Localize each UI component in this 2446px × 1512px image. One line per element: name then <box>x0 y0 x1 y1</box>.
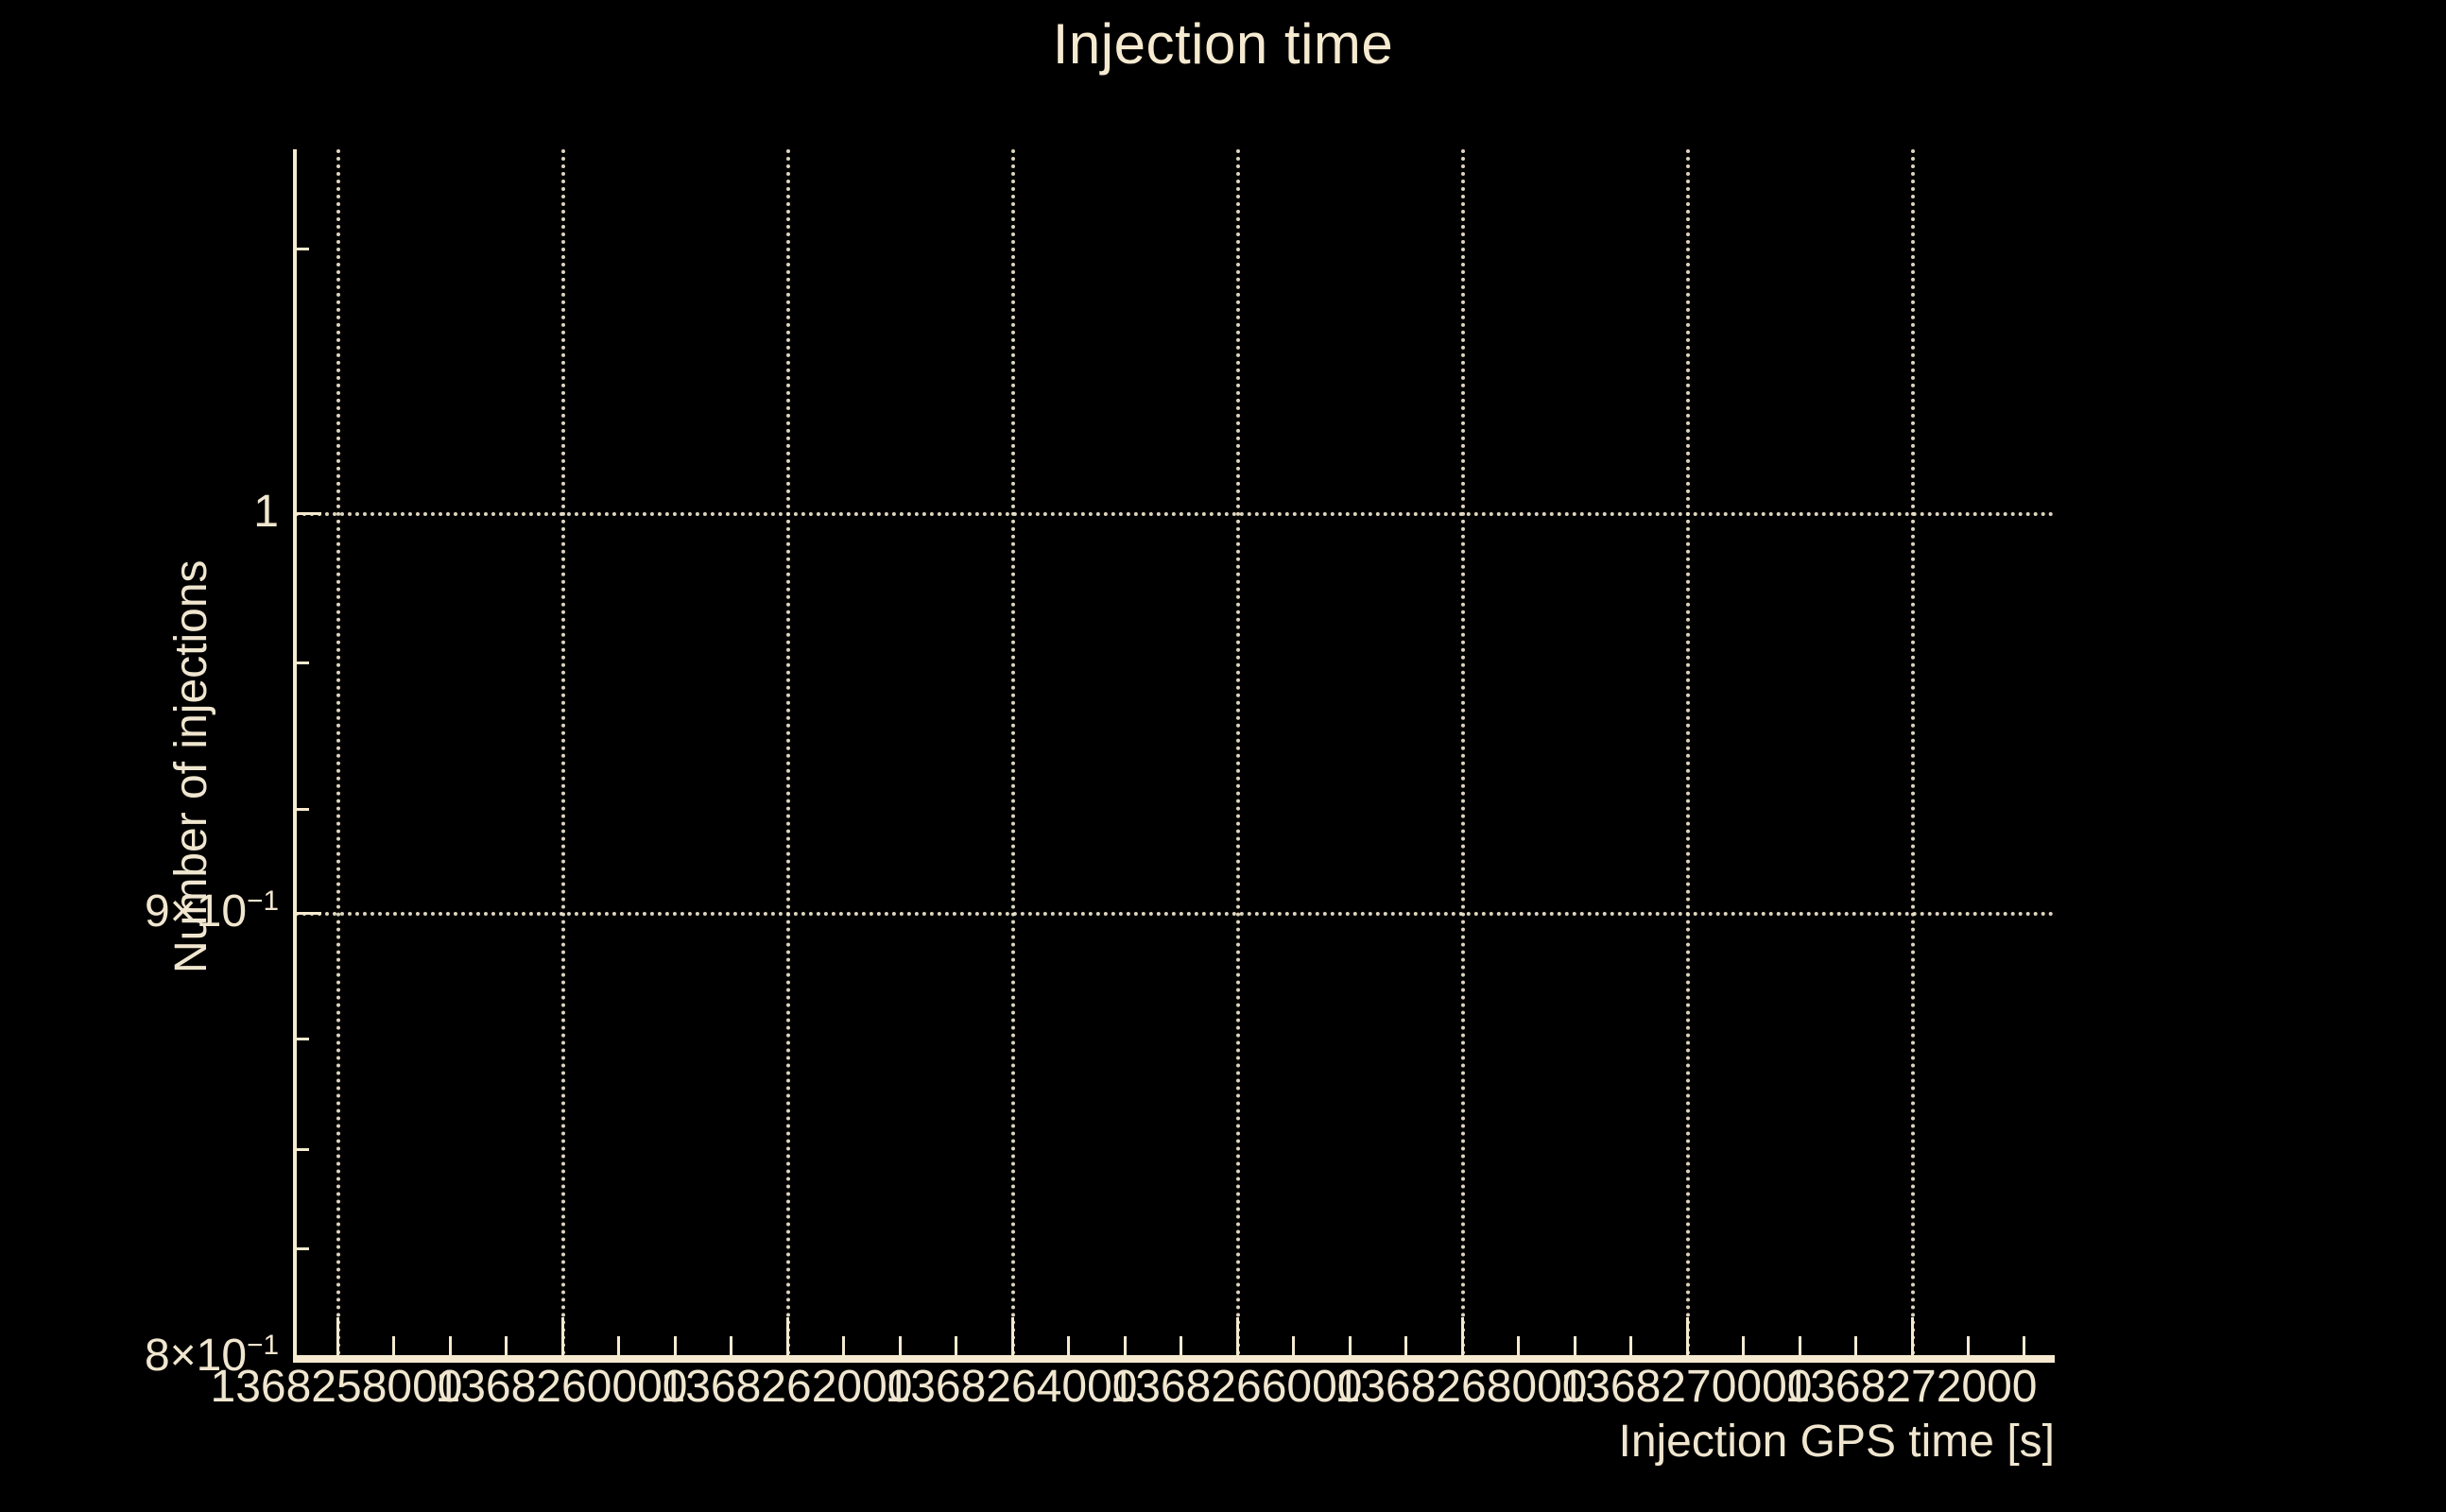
x-axis-minor-tick <box>955 1336 957 1357</box>
x-axis-minor-tick <box>1067 1336 1070 1357</box>
y-axis-minor-tick <box>293 248 309 250</box>
gridline-vertical <box>561 149 565 1356</box>
x-axis-major-tick <box>786 1317 789 1357</box>
y-tick-exponent: −1 <box>247 885 279 917</box>
x-axis-minor-tick <box>1517 1336 1520 1357</box>
x-axis-tick-label: 1368258000 <box>210 1362 463 1412</box>
y-axis-minor-tick <box>293 662 309 664</box>
x-axis-major-tick <box>1461 1317 1464 1357</box>
x-axis-major-tick <box>1911 1317 1914 1357</box>
x-axis-minor-tick <box>1854 1336 1857 1357</box>
y-tick-mantissa: 9×10 <box>144 886 248 936</box>
x-axis-label: Injection GPS time [s] <box>1618 1417 2055 1467</box>
y-tick-mantissa: 8×10 <box>144 1331 248 1381</box>
plot-area <box>293 149 2055 1359</box>
y-axis-tick-label: 8×10−1 <box>144 1330 279 1381</box>
x-axis-minor-tick <box>1292 1336 1295 1357</box>
y-axis-tick-label: 9×10−1 <box>144 886 279 936</box>
x-axis-tick-label: 1368268000 <box>1335 1362 1588 1412</box>
x-axis-minor-tick <box>505 1336 508 1357</box>
x-axis-tick-label: 1368270000 <box>1559 1362 1813 1412</box>
x-axis-minor-tick <box>1742 1336 1745 1357</box>
y-axis-minor-tick <box>293 1038 309 1040</box>
x-axis-major-tick <box>1011 1317 1014 1357</box>
y-axis-major-tick <box>293 912 321 915</box>
x-axis-tick-label: 1368264000 <box>885 1362 1138 1412</box>
x-axis-minor-tick <box>1124 1336 1127 1357</box>
x-axis-tick-label: 1368260000 <box>435 1362 688 1412</box>
gridline-vertical <box>1461 149 1465 1356</box>
y-axis-major-tick <box>293 512 321 515</box>
gridline-vertical <box>1686 149 1690 1356</box>
y-axis-minor-tick <box>293 808 309 811</box>
x-axis-minor-tick <box>1967 1336 1970 1357</box>
y-axis-major-tick <box>293 1356 321 1359</box>
x-axis-tick-label: 1368272000 <box>1784 1362 2038 1412</box>
x-axis-minor-tick <box>1180 1336 1182 1357</box>
x-axis-minor-tick <box>730 1336 732 1357</box>
y-axis-spine <box>293 149 297 1359</box>
x-axis-minor-tick <box>842 1336 845 1357</box>
x-axis-major-tick <box>1686 1317 1689 1357</box>
x-axis-minor-tick <box>392 1336 395 1357</box>
y-axis-minor-tick <box>293 1148 309 1151</box>
gridline-horizontal <box>295 912 2055 916</box>
x-axis-minor-tick <box>674 1336 677 1357</box>
gridline-vertical <box>1911 149 1915 1356</box>
y-axis-minor-tick <box>293 1247 309 1250</box>
y-tick-exponent: −1 <box>247 1330 279 1361</box>
x-axis-minor-tick <box>1629 1336 1632 1357</box>
gridline-vertical <box>336 149 340 1356</box>
gridline-vertical <box>1011 149 1015 1356</box>
x-axis-minor-tick <box>1349 1336 1352 1357</box>
x-axis-tick-label: 1368266000 <box>1110 1362 1363 1412</box>
x-axis-spine <box>293 1355 2055 1363</box>
x-axis-minor-tick <box>1404 1336 1407 1357</box>
x-axis-minor-tick <box>2023 1336 2025 1357</box>
gridline-vertical <box>1236 149 1240 1356</box>
y-axis-label: Number of injections <box>166 559 216 973</box>
x-axis-minor-tick <box>899 1336 902 1357</box>
x-axis-minor-tick <box>1799 1336 1801 1357</box>
x-axis-major-tick <box>1236 1317 1239 1357</box>
x-axis-major-tick <box>336 1317 339 1357</box>
gridline-horizontal <box>295 512 2055 516</box>
chart-title: Injection time <box>1052 12 1394 76</box>
gridline-vertical <box>786 149 790 1356</box>
y-tick-mantissa: 1 <box>253 487 279 537</box>
x-axis-tick-label: 1368262000 <box>660 1362 913 1412</box>
x-axis-minor-tick <box>1574 1336 1576 1357</box>
x-axis-minor-tick <box>617 1336 620 1357</box>
y-axis-tick-label: 1 <box>253 490 279 535</box>
x-axis-major-tick <box>561 1317 564 1357</box>
x-axis-minor-tick <box>449 1336 452 1357</box>
